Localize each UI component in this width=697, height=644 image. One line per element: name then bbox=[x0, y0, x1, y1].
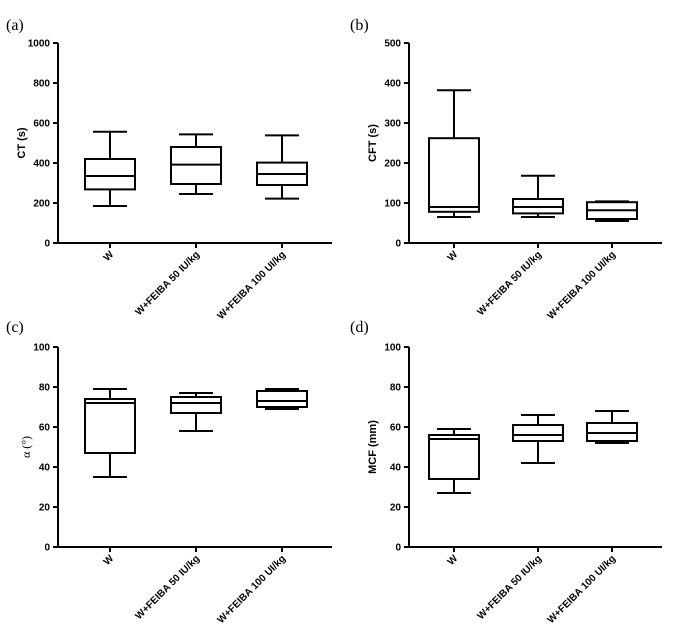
y-tick-label: 500 bbox=[384, 39, 401, 50]
y-tick-label: 200 bbox=[384, 159, 401, 170]
y-tick-label: 800 bbox=[33, 79, 50, 90]
x-tick-label: W+FEIBA 100 UI/kg bbox=[216, 249, 289, 322]
y-tick-label: 60 bbox=[39, 423, 51, 434]
box-plot bbox=[170, 392, 222, 432]
x-tick-label: W+FEIBA 50 IU/kg bbox=[475, 249, 544, 318]
plot-area: 0 20 40 60 80 100 W W+FEIBA 50 IU/kg W+FEIBA 100… bbox=[384, 343, 662, 626]
y-tick-label: 100 bbox=[33, 343, 50, 354]
iqr-box bbox=[84, 398, 136, 454]
y-tick-label: 0 bbox=[44, 543, 50, 554]
iqr-box bbox=[256, 390, 308, 408]
y-tick-label: 1000 bbox=[28, 39, 51, 50]
box-plot bbox=[512, 414, 564, 464]
x-tick-label: W+FEIBA 50 IU/kg bbox=[133, 553, 202, 622]
y-tick-label: 400 bbox=[384, 79, 401, 90]
box-plot bbox=[586, 410, 638, 444]
box-plot bbox=[256, 388, 308, 410]
y-axis-label: MCF (mm) bbox=[367, 420, 379, 474]
iqr-box bbox=[428, 137, 480, 213]
x-tick-label: W+FEIBA 100 UI/kg bbox=[546, 249, 619, 322]
x-tick-label: W+FEIBA 100 UI/kg bbox=[216, 553, 289, 626]
y-axis-label: CFT (s) bbox=[367, 124, 379, 162]
x-tick-label: W+FEIBA 100 UI/kg bbox=[546, 553, 619, 626]
iqr-box bbox=[512, 424, 564, 442]
y-tick-label: 400 bbox=[33, 159, 50, 170]
box-plot bbox=[84, 388, 136, 478]
y-axis-label: α (°) bbox=[19, 436, 33, 458]
y-axis-label: CT (s) bbox=[16, 127, 28, 159]
box-plot bbox=[586, 200, 638, 222]
y-tick-label: 100 bbox=[384, 343, 401, 354]
y-tick-label: 40 bbox=[390, 463, 402, 474]
panel-label: (b) bbox=[350, 17, 369, 34]
panel-label: (a) bbox=[6, 17, 24, 34]
y-tick-label: 300 bbox=[384, 119, 401, 130]
iqr-box bbox=[170, 396, 222, 414]
y-tick-label: 20 bbox=[39, 503, 51, 514]
iqr-box bbox=[84, 158, 136, 191]
y-tick-label: 600 bbox=[33, 119, 50, 130]
y-tick-label: 200 bbox=[33, 199, 50, 210]
x-tick-label: W bbox=[446, 553, 461, 568]
plot-area: 0 200 400 600 800 1000 W W+FEIBA 50 IU/kg W+FEIB… bbox=[28, 39, 332, 322]
y-tick-label: 40 bbox=[39, 463, 51, 474]
panel-d: (d) MCF (mm) 0 20 40 60 80 100 W W+FEIBA 50 IU/… bbox=[350, 319, 662, 626]
panel-a: (a) CT (s) 0 200 400 600 800 1000 W W+FEIBA 50 … bbox=[6, 17, 332, 322]
panel-b: (b) CFT (s) 0 100 200 300 400 500 W W+FEIBA 50 … bbox=[350, 17, 662, 322]
x-tick-label: W bbox=[102, 249, 117, 264]
y-tick-label: 100 bbox=[384, 199, 401, 210]
box-plot bbox=[428, 89, 480, 218]
box-plot bbox=[428, 428, 480, 494]
y-tick-label: 0 bbox=[44, 239, 50, 250]
y-tick-label: 80 bbox=[39, 383, 51, 394]
box-plot bbox=[170, 133, 222, 195]
box-plot bbox=[256, 134, 308, 200]
x-tick-label: W+FEIBA 50 IU/kg bbox=[133, 249, 202, 318]
y-tick-label: 0 bbox=[395, 239, 401, 250]
panel-label: (d) bbox=[350, 319, 369, 336]
iqr-box bbox=[428, 434, 480, 480]
y-tick-label: 60 bbox=[390, 423, 402, 434]
panel-c: (c) α (°) 0 20 40 60 80 100 W W+FEIBA 50 IU/kg W… bbox=[6, 319, 332, 626]
plot-area: 0 20 40 60 80 100 W W+FEIBA 50 IU/kg W+FEIBA 100… bbox=[33, 343, 332, 626]
y-tick-label: 20 bbox=[390, 503, 402, 514]
x-tick-label: W bbox=[446, 249, 461, 264]
panel-label: (c) bbox=[6, 319, 24, 336]
y-tick-label: 80 bbox=[390, 383, 402, 394]
box-plot bbox=[512, 174, 564, 218]
x-tick-label: W+FEIBA 50 IU/kg bbox=[475, 553, 544, 622]
x-tick-label: W bbox=[102, 553, 117, 568]
box-plot bbox=[84, 130, 136, 207]
plot-area: 0 100 200 300 400 500 W W+FEIBA 50 IU/kg W+FEIBA… bbox=[384, 39, 662, 322]
y-tick-label: 0 bbox=[395, 543, 401, 554]
